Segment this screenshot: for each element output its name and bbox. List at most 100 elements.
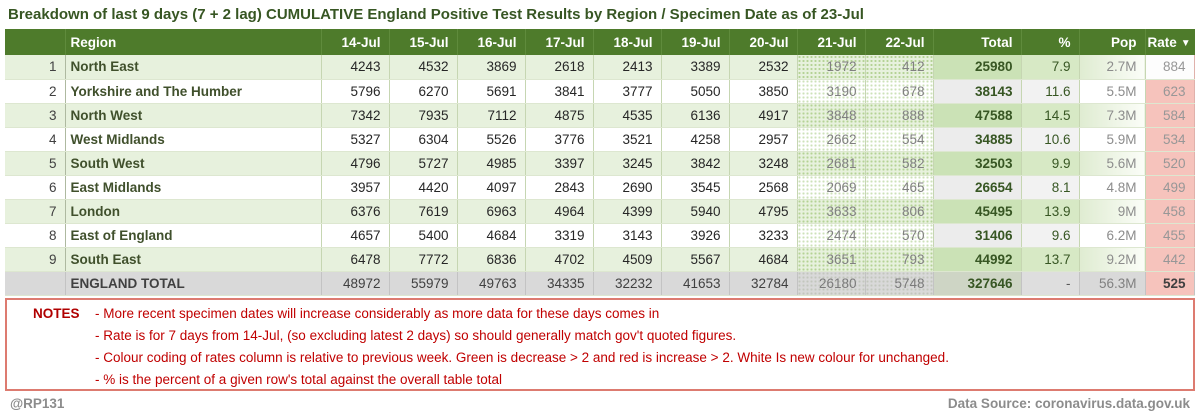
column-header-rate[interactable]: Rate ▼ [1145, 29, 1195, 55]
daily-value: 3957 [321, 175, 390, 200]
daily-value: 7112 [457, 103, 526, 128]
population-value: 5.5M [1079, 79, 1146, 104]
table-row: 9 South East 6478 7772 6836 4702 4509 5567 4684 3… [5, 247, 1195, 272]
column-header: Region [65, 29, 322, 55]
row-number: 6 [5, 175, 66, 200]
population-value: 4.8M [1079, 175, 1146, 200]
rate-value: 525 [1145, 270, 1195, 296]
daily-value: 3545 [661, 175, 730, 200]
rate-value: 623 [1145, 79, 1195, 104]
column-header: % [1021, 29, 1080, 55]
daily-value: 3776 [525, 127, 594, 152]
region-name: South East [65, 247, 322, 272]
daily-value: 5050 [661, 79, 730, 104]
percent-value: 13.9 [1021, 199, 1080, 224]
daily-value: 4875 [525, 103, 594, 128]
rate-value: 534 [1145, 127, 1195, 152]
daily-value: 7772 [389, 247, 458, 272]
rate-value: 520 [1145, 151, 1195, 176]
total-value: 45495 [933, 199, 1022, 224]
total-value: 47588 [933, 103, 1022, 128]
row-number: 9 [5, 247, 66, 272]
percent-value: 8.1 [1021, 175, 1080, 200]
daily-value: 34335 [525, 270, 594, 296]
note-line: - More recent specimen dates will increa… [95, 305, 660, 321]
daily-value: 4684 [729, 247, 798, 272]
table-body: 1 North East 4243 4532 3869 2618 2413 3389 2532 1… [5, 55, 1195, 296]
author-handle: @RP131 [10, 395, 65, 411]
daily-value: 4243 [321, 55, 390, 80]
daily-value: 2532 [729, 55, 798, 80]
column-header: 18-Jul [593, 29, 662, 55]
table-row: 7 London 6376 7619 6963 4964 4399 5940 4795 3633 8… [5, 199, 1195, 224]
daily-value: 49763 [457, 270, 526, 296]
row-number: 1 [5, 55, 66, 80]
daily-value: 4535 [593, 103, 662, 128]
daily-value: 3850 [729, 79, 798, 104]
daily-value: 4964 [525, 199, 594, 224]
daily-value: 2568 [729, 175, 798, 200]
daily-value: 5567 [661, 247, 730, 272]
header-row: Region 14-Jul 15-Jul 16-Jul 17-Jul 18-Jul 19-J… [5, 29, 1195, 55]
row-number: 7 [5, 199, 66, 224]
daily-value: 3521 [593, 127, 662, 152]
data-source: Data Source: coronavirus.data.gov.uk [947, 395, 1190, 411]
daily-value: 7935 [389, 103, 458, 128]
daily-value: 48972 [321, 270, 390, 296]
note-line: - Rate is for 7 days from 14-Jul, (so ex… [95, 327, 737, 343]
daily-value-lagged: 2069 [797, 175, 866, 200]
row-number: 4 [5, 127, 66, 152]
region-name: North West [65, 103, 322, 128]
notes-label: NOTES [33, 305, 80, 321]
region-name: London [65, 199, 322, 224]
column-header: Pop [1079, 29, 1146, 55]
rate-value: 884 [1145, 55, 1195, 80]
footer: @RP131 Data Source: coronavirus.data.gov… [0, 391, 1200, 411]
column-header [5, 29, 66, 55]
results-table: Region 14-Jul 15-Jul 16-Jul 17-Jul 18-Jul 19-J… [5, 29, 1195, 296]
daily-value: 6836 [457, 247, 526, 272]
row-number [5, 270, 66, 296]
daily-value: 5727 [389, 151, 458, 176]
row-number: 3 [5, 103, 66, 128]
column-header: 15-Jul [389, 29, 458, 55]
rate-value: 455 [1145, 223, 1195, 248]
total-value: 31406 [933, 223, 1022, 248]
daily-value: 4258 [661, 127, 730, 152]
daily-value: 2413 [593, 55, 662, 80]
daily-value-lagged: 2662 [797, 127, 866, 152]
daily-value-lagged: 582 [865, 151, 934, 176]
daily-value: 2690 [593, 175, 662, 200]
total-value: 38143 [933, 79, 1022, 104]
daily-value-lagged: 3651 [797, 247, 866, 272]
daily-value: 6963 [457, 199, 526, 224]
daily-value-lagged: 412 [865, 55, 934, 80]
daily-value: 4795 [729, 199, 798, 224]
daily-value-lagged: 806 [865, 199, 934, 224]
column-header: Total [933, 29, 1022, 55]
daily-value: 5691 [457, 79, 526, 104]
population-value: 7.3M [1079, 103, 1146, 128]
note-line: - % is the percent of a given row's tota… [95, 371, 503, 387]
daily-value: 6376 [321, 199, 390, 224]
total-value: 32503 [933, 151, 1022, 176]
daily-value: 3389 [661, 55, 730, 80]
sort-descending-icon[interactable]: ▼ [1180, 37, 1191, 49]
daily-value-lagged: 26180 [797, 270, 866, 296]
row-number: 5 [5, 151, 66, 176]
row-number: 2 [5, 79, 66, 104]
daily-value: 5526 [457, 127, 526, 152]
note-line: - Colour coding of rates column is relat… [95, 349, 949, 365]
daily-value: 4097 [457, 175, 526, 200]
daily-value: 4985 [457, 151, 526, 176]
daily-value-lagged: 5748 [865, 270, 934, 296]
column-header: 14-Jul [321, 29, 390, 55]
region-name: South West [65, 151, 322, 176]
daily-value-lagged: 570 [865, 223, 934, 248]
daily-value-lagged: 554 [865, 127, 934, 152]
daily-value: 3869 [457, 55, 526, 80]
percent-value: 13.7 [1021, 247, 1080, 272]
daily-value: 3926 [661, 223, 730, 248]
population-value: 6.2M [1079, 223, 1146, 248]
table-row: 5 South West 4796 5727 4985 3397 3245 3842 3248 2… [5, 151, 1195, 176]
